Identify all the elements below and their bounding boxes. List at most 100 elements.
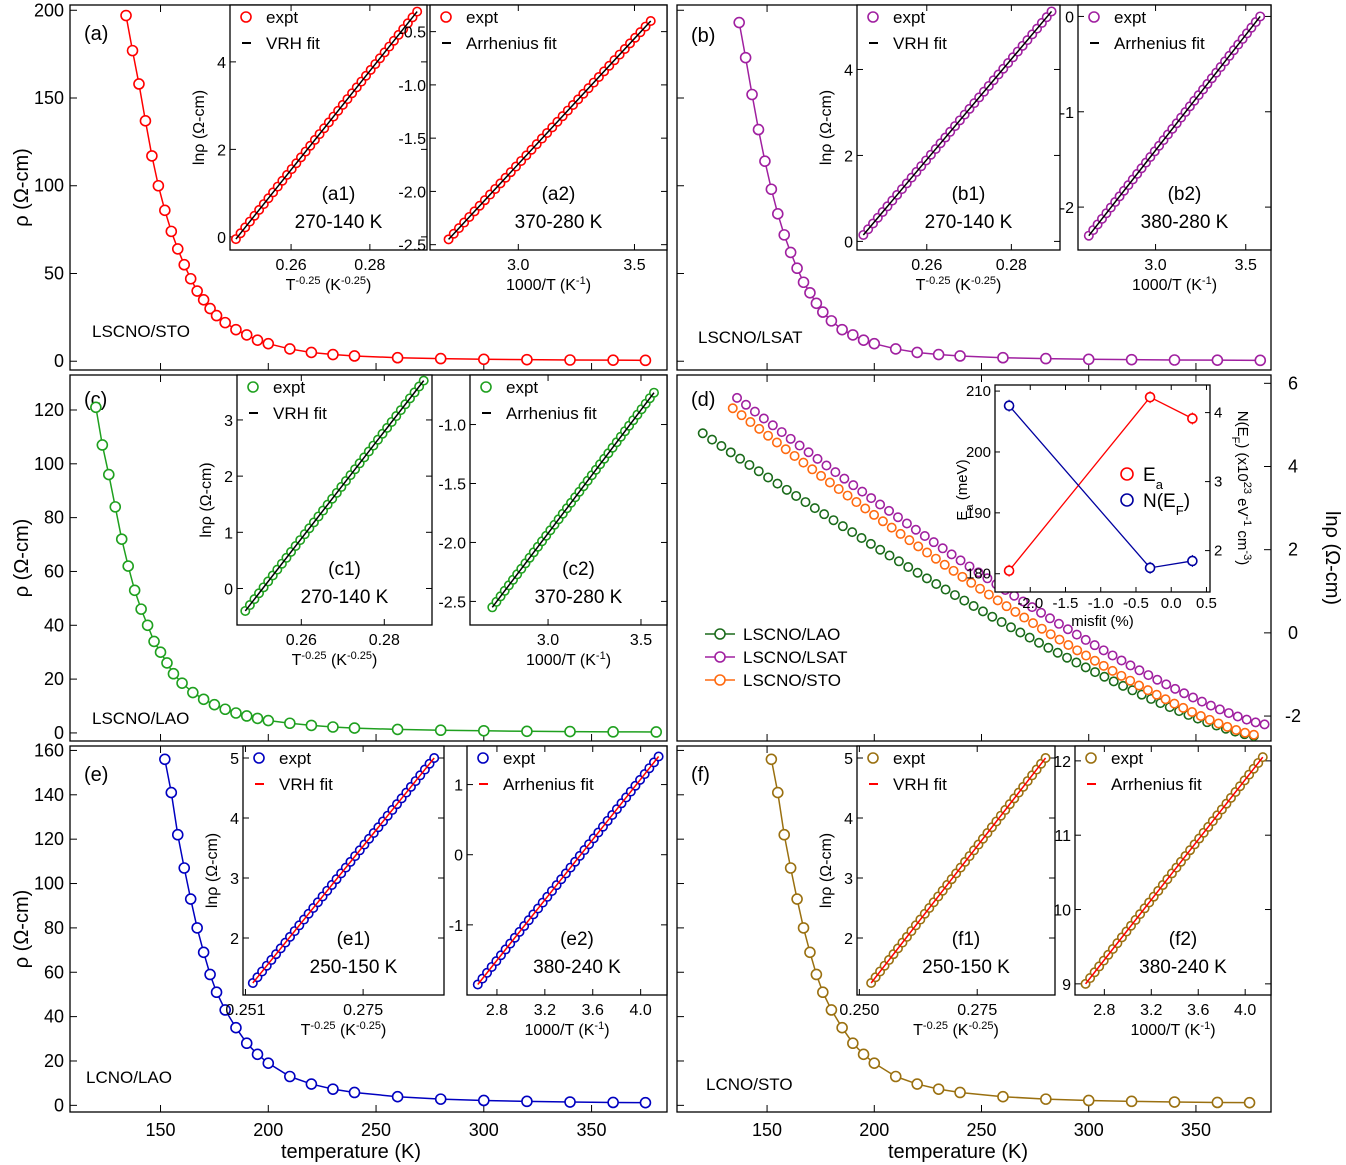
panel-d-series-2-point <box>807 464 818 475</box>
panel-d-yticklabel: -2 <box>1285 706 1301 726</box>
panel-e-data-point <box>165 786 178 799</box>
inset-a2-xticklabel: 3.0 <box>507 257 529 274</box>
inset-b2-range: 380-280 K <box>1141 212 1229 233</box>
panel-a-yticklabel: 200 <box>34 0 64 20</box>
panel-e-data-point <box>159 753 171 766</box>
panel-d-series-0-point <box>819 509 830 520</box>
panel-d-series-1-point <box>1089 640 1100 651</box>
inset-f2-xticklabel: 3.6 <box>1187 1002 1209 1019</box>
inset-a2-yticklabel: -2.5 <box>398 238 426 255</box>
inset-d-xticklabel: 0.5 <box>1196 595 1217 612</box>
inset-b1-range: 270-140 K <box>925 212 1013 233</box>
inset-f1-yticklabel: 3 <box>844 871 853 888</box>
inset-c1-yticklabel: 0 <box>224 581 233 598</box>
panel-c-yticklabel: 100 <box>34 454 64 474</box>
panel-d-series-1-point <box>1036 607 1047 618</box>
panel-f-data-point <box>817 986 829 999</box>
panel-d-series-2-point <box>1213 718 1224 729</box>
inset-f2-yticklabel: 11 <box>1054 828 1071 845</box>
inset-c1-legend-fit: VRH fit <box>273 404 327 423</box>
panel-d-series-2-point <box>1081 650 1092 661</box>
panel-b-data-point <box>746 88 758 101</box>
panel-d-series-1-point <box>1116 655 1127 666</box>
panel-a-data-point <box>178 258 191 271</box>
panel-d-series-1-point <box>1044 613 1055 624</box>
panel-d-series-0-point <box>940 584 951 595</box>
panel-c-yticklabel: 20 <box>44 669 64 689</box>
panel-e-data-point <box>219 1004 231 1016</box>
inset-e1-legend-expt: expt <box>279 749 311 768</box>
panel-d-series-2-point <box>922 547 933 558</box>
panel-d-series-0-point <box>856 533 867 544</box>
panel-d-series-0-point <box>800 497 811 508</box>
panel-c-data-point <box>154 646 167 658</box>
inset-a2-yticklabel: -2.0 <box>398 184 426 201</box>
panel-d-series-0-point <box>1043 642 1054 653</box>
inset-c2-xticklabel: 3.0 <box>537 632 559 649</box>
inset-d-legend-n-marker <box>1120 493 1134 507</box>
panel-d-series-0-point <box>1090 667 1101 678</box>
panel-e-data-point <box>327 1083 339 1095</box>
panel-d-series-1-point <box>1250 717 1261 728</box>
inset-e1-yticklabel: 5 <box>230 751 239 768</box>
panel-e-data-point <box>478 1094 490 1107</box>
panel-d-series-2-point <box>966 577 977 588</box>
panel-d-series-1-point <box>884 505 895 516</box>
panel-d-yticklabel: 4 <box>1288 457 1298 477</box>
inset-d-xticklabel: -2.0 <box>1017 595 1043 612</box>
inset-c2-xlabel: 1000/T (K-1) <box>526 650 611 669</box>
panel-d-series-1-point <box>1214 704 1225 715</box>
panel-d-series-2-point <box>798 457 809 468</box>
inset-e2-legend-marker <box>477 752 489 764</box>
inset-e2-legend-expt: expt <box>503 749 535 768</box>
inset-f1-xlabel: T-0.25 (K-0.25) <box>913 1020 999 1039</box>
panel-a-data-point <box>284 343 296 355</box>
panel-c-data-point <box>650 726 663 738</box>
panel-e-data-point <box>607 1096 619 1109</box>
panel-f-data-point <box>1211 1096 1224 1109</box>
panel-f-xticklabel: 150 <box>752 1120 782 1140</box>
inset-e2-xticklabel: 3.6 <box>582 1002 604 1019</box>
panel-f-data-point <box>1125 1095 1138 1108</box>
inset-b1-xlabel: T-0.25 (K-0.25) <box>916 275 1002 294</box>
panel-d-series-1-point <box>1196 696 1207 707</box>
panel-d-series-1-point <box>857 486 868 497</box>
inset-a1-xlabel: T-0.25 (K-0.25) <box>286 275 372 294</box>
inset-e1-yticklabel: 3 <box>230 871 239 888</box>
inset-f1-yticklabel: 5 <box>844 751 853 768</box>
inset-b1-yticklabel: 4 <box>844 62 853 79</box>
inset-e2-frame <box>466 745 668 996</box>
panel-d-series-1-point <box>910 524 921 535</box>
inset-f1-yticklabel: 4 <box>844 811 853 828</box>
inset-d-yticklabel-left: 180 <box>966 566 991 583</box>
inset-a2-yticklabel: -0.5 <box>398 25 426 42</box>
inset-e2-yticklabel: 0 <box>454 848 463 865</box>
panel-f-data-point <box>954 1086 966 1099</box>
inset-d-yticklabel-left: 210 <box>966 383 991 400</box>
panel-d-series-2-point <box>816 470 827 481</box>
panel-e-data-point <box>434 1093 447 1105</box>
inset-f2-yticklabel: 10 <box>1053 903 1071 920</box>
panel-d-series-2-point <box>1248 729 1259 740</box>
panel-d-series-0-point <box>884 550 895 561</box>
panel-c-data-point <box>391 723 404 736</box>
figure-xlabel-left: temperature (K) <box>281 1141 421 1163</box>
panel-d-series-1-point <box>1053 618 1064 629</box>
panel-d-series-0-point <box>1015 627 1026 638</box>
panel-d-series-1-point <box>937 543 948 554</box>
panel-c-label: (c) <box>84 389 107 411</box>
panel-f-data-point <box>1243 1096 1256 1109</box>
panel-d-series-0-point <box>1052 647 1063 658</box>
panel-d-series-1-point <box>767 420 778 431</box>
inset-e2-range: 380-240 K <box>533 957 621 978</box>
panel-b-sample-label: LSCNO/LSAT <box>698 328 803 347</box>
panel-a-data-point <box>391 351 404 364</box>
panel-b-data-point <box>825 315 838 327</box>
panel-d-series-1-point <box>794 440 805 451</box>
inset-e1-xlabel: T-0.25 (K-0.25) <box>301 1020 387 1039</box>
panel-c-data-point <box>478 724 490 737</box>
panel-c-data-point <box>230 707 242 719</box>
panel-a-data-point <box>120 9 132 22</box>
inset-e1-legend-marker <box>253 752 265 764</box>
panel-c-data-point <box>122 560 134 572</box>
